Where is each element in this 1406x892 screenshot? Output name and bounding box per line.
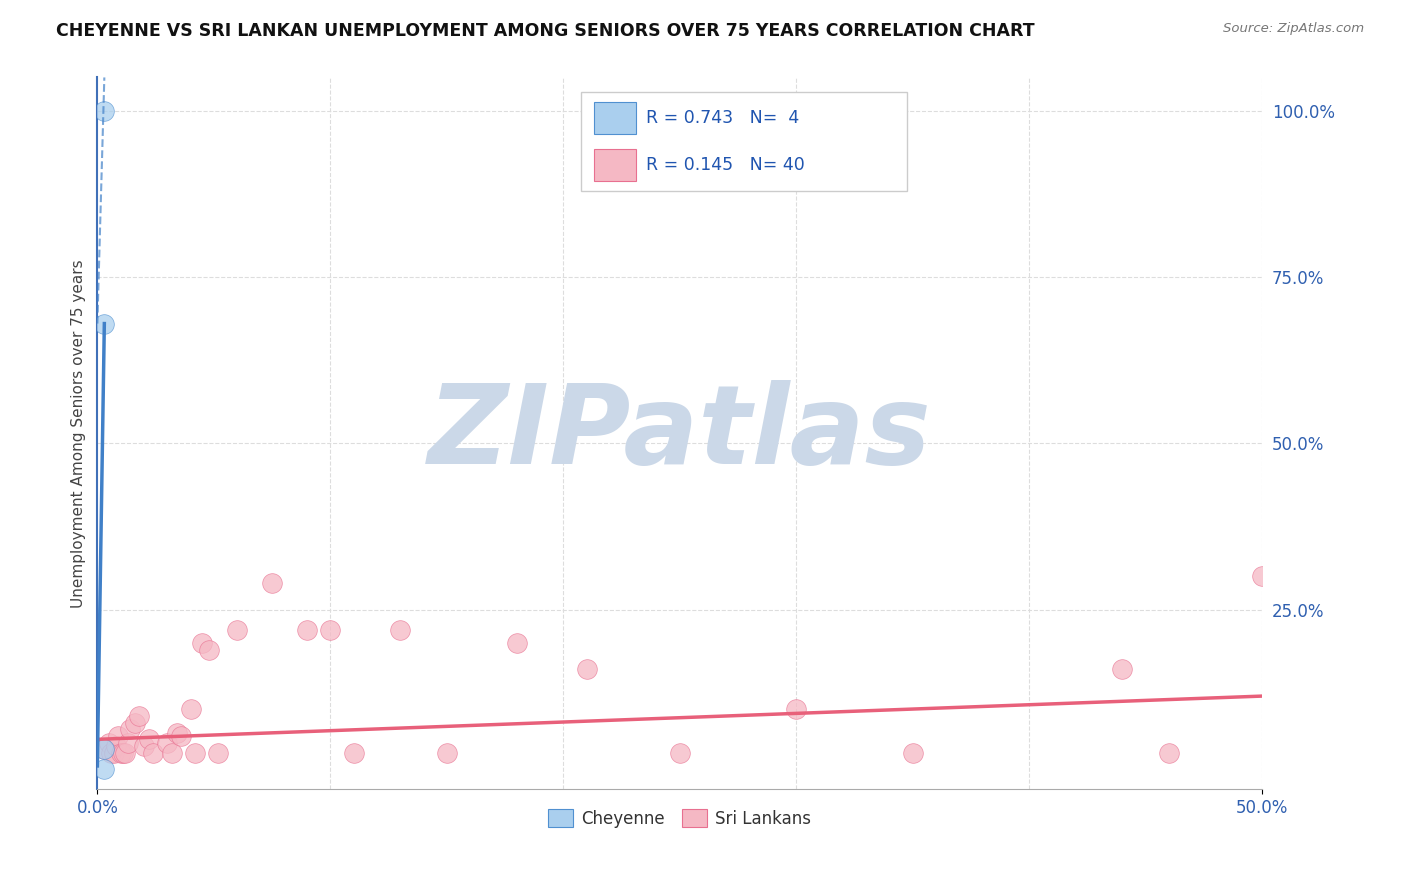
Point <box>575 663 598 677</box>
Text: ZIPatlas: ZIPatlas <box>427 380 932 487</box>
Point <box>103 746 125 760</box>
Point <box>156 736 179 750</box>
Point <box>668 746 690 760</box>
Point <box>93 742 115 756</box>
Point <box>170 729 193 743</box>
Point <box>118 723 141 737</box>
Point <box>1157 746 1180 760</box>
Y-axis label: Unemployment Among Seniors over 75 years: Unemployment Among Seniors over 75 years <box>72 259 86 607</box>
Point <box>142 746 165 760</box>
Point <box>124 715 146 730</box>
Point <box>1111 663 1133 677</box>
Point <box>114 746 136 760</box>
Point <box>110 746 132 760</box>
Point <box>436 746 458 760</box>
Point <box>98 736 121 750</box>
Point <box>93 103 115 118</box>
Point <box>198 642 221 657</box>
Point <box>295 623 318 637</box>
Point <box>93 762 115 776</box>
Point <box>100 746 122 760</box>
Point <box>505 636 527 650</box>
Point <box>160 746 183 760</box>
Point <box>260 576 283 591</box>
Point <box>901 746 924 760</box>
Point <box>191 636 214 650</box>
Point <box>1251 569 1274 583</box>
Legend: Cheyenne, Sri Lankans: Cheyenne, Sri Lankans <box>541 803 818 834</box>
Point <box>207 746 229 760</box>
Text: Source: ZipAtlas.com: Source: ZipAtlas.com <box>1223 22 1364 36</box>
Point <box>104 739 127 753</box>
Text: CHEYENNE VS SRI LANKAN UNEMPLOYMENT AMONG SENIORS OVER 75 YEARS CORRELATION CHAR: CHEYENNE VS SRI LANKAN UNEMPLOYMENT AMON… <box>56 22 1035 40</box>
Point <box>166 725 188 739</box>
Point <box>184 746 207 760</box>
Point <box>107 729 129 743</box>
Point <box>226 623 249 637</box>
Point <box>785 702 807 716</box>
Point <box>138 732 160 747</box>
Point <box>93 742 115 756</box>
Point <box>389 623 412 637</box>
Point <box>128 709 150 723</box>
Point <box>319 623 342 637</box>
Point <box>132 739 155 753</box>
Point <box>180 702 202 716</box>
Point <box>111 746 134 760</box>
Point <box>93 317 115 331</box>
Point <box>342 746 364 760</box>
Point <box>117 736 139 750</box>
